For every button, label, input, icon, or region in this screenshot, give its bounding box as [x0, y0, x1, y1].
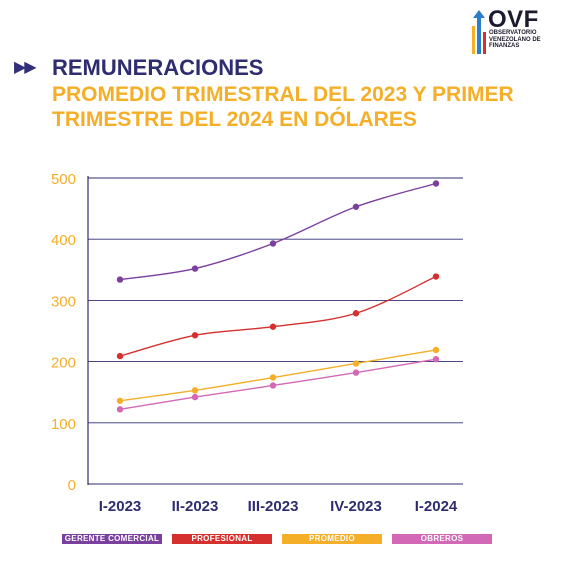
- y-tick-label: 100: [51, 416, 76, 433]
- legend-item: GERENTE COMERCIAL: [62, 534, 162, 544]
- y-tick-label: 500: [51, 171, 76, 188]
- data-point: [352, 360, 360, 367]
- data-point: [269, 240, 277, 247]
- data-point: [116, 397, 124, 404]
- logo-subtitle-line: OBSERVATORIO: [489, 30, 537, 36]
- data-point: [269, 374, 277, 381]
- data-point: [432, 355, 440, 363]
- legend-item: OBREROS: [392, 534, 492, 544]
- data-point: [432, 273, 440, 280]
- data-point: [352, 203, 360, 210]
- data-point: [269, 382, 277, 389]
- data-point: [432, 180, 440, 187]
- logo-subtitle: OBSERVATORIO VENEZOLANO DE FINANZAS: [489, 30, 559, 50]
- data-point: [352, 369, 360, 376]
- logo-subtitle-line: VENEZOLANO DE: [489, 36, 541, 43]
- data-point: [116, 276, 124, 283]
- x-tick-label: I-2024: [415, 498, 458, 515]
- series-line: [119, 182, 437, 281]
- logo-subtitle-line: FINANZAS: [489, 43, 520, 49]
- data-point: [352, 310, 360, 317]
- series-line: [119, 275, 437, 357]
- legend-item: PROFESIONAL: [172, 534, 272, 544]
- legend-item: PROMEDIO: [282, 534, 382, 544]
- logo-title: OVF: [488, 6, 539, 33]
- data-point: [191, 265, 199, 272]
- data-point: [116, 406, 124, 413]
- x-tick-label: III-2023: [248, 498, 299, 515]
- data-point: [269, 323, 277, 330]
- logo-arrow-icon: [472, 10, 486, 54]
- data-point: [432, 346, 440, 354]
- y-tick-label: 300: [51, 293, 76, 310]
- data-point: [191, 332, 199, 339]
- double-play-icon: ▶▶: [14, 59, 37, 76]
- y-tick-label: 0: [68, 477, 76, 494]
- data-point: [191, 387, 199, 394]
- y-tick-label: 200: [51, 355, 76, 372]
- y-tick-label: 400: [51, 232, 76, 249]
- x-tick-label: II-2023: [172, 498, 219, 515]
- data-point: [191, 393, 199, 401]
- chart-legend: GERENTE COMERCIAL PROFESIONAL PROMEDIO OBRE…: [62, 534, 502, 548]
- data-point: [116, 352, 124, 360]
- series-line: [119, 358, 437, 411]
- x-tick-label: IV-2023: [330, 498, 382, 515]
- chart-subtitle: PROMEDIO TRIMESTRAL DEL 2023 Y PRIMER TR…: [52, 83, 514, 131]
- section-title: REMUNERACIONES: [52, 55, 264, 80]
- series-line: [119, 349, 437, 402]
- x-tick-label: I-2023: [99, 498, 142, 515]
- ovf-logo: OVF OBSERVATORIO VENEZOLANO DE FINANZAS: [472, 6, 559, 58]
